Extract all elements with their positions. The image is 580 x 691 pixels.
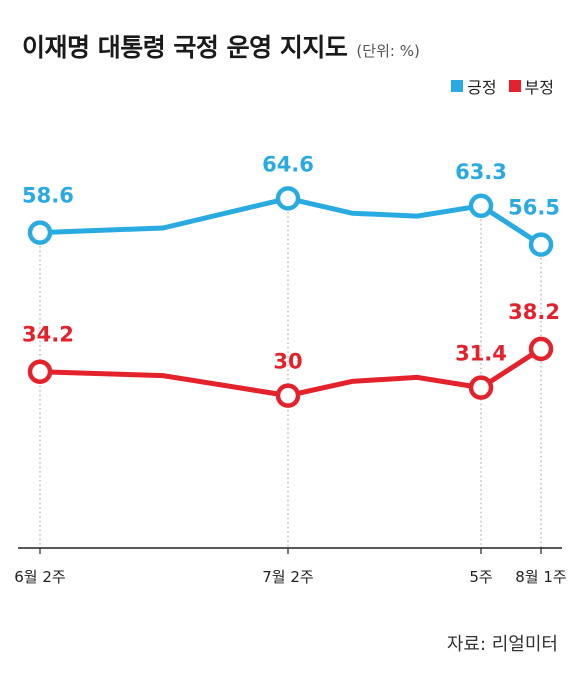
- data-label: 64.6: [262, 152, 314, 176]
- data-point: [275, 383, 301, 408]
- legend-swatch-negative: [508, 80, 521, 92]
- legend-item-negative: 부정: [508, 74, 554, 98]
- data-point: [468, 375, 494, 400]
- x-tick-label: 7월 2주: [262, 568, 313, 586]
- source-note: 자료: 리얼미터: [446, 634, 558, 655]
- chart-title: 이재명 대통령 국정 운영 지지도: [22, 33, 348, 62]
- data-label: 58.6: [22, 184, 74, 208]
- data-label: 38.2: [508, 300, 560, 324]
- data-point: [275, 186, 301, 211]
- data-label: 63.3: [455, 160, 507, 184]
- legend-swatch-positive: [451, 80, 464, 92]
- legend-label-positive: 긍정: [467, 78, 497, 97]
- chart-unit: (단위: %): [356, 42, 420, 60]
- data-label: 34.2: [22, 323, 74, 347]
- data-point: [27, 220, 53, 245]
- legend-label-negative: 부정: [524, 78, 554, 97]
- data-point: [528, 232, 554, 257]
- data-point: [528, 336, 554, 362]
- data-point: [468, 193, 494, 219]
- chart-title-block: 이재명 대통령 국정 운영 지지도 (단위: %): [22, 28, 420, 64]
- x-tick-label: 8월 1주: [515, 568, 566, 586]
- x-tick-label: 6월 2주: [14, 568, 65, 586]
- data-label: 31.4: [455, 342, 507, 366]
- data-point: [27, 359, 53, 384]
- x-tick-label: 5주: [469, 568, 492, 586]
- legend: 긍정 부정: [451, 74, 554, 98]
- data-label: 56.5: [508, 196, 560, 220]
- data-label: 30: [273, 350, 302, 374]
- legend-item-positive: 긍정: [451, 74, 497, 98]
